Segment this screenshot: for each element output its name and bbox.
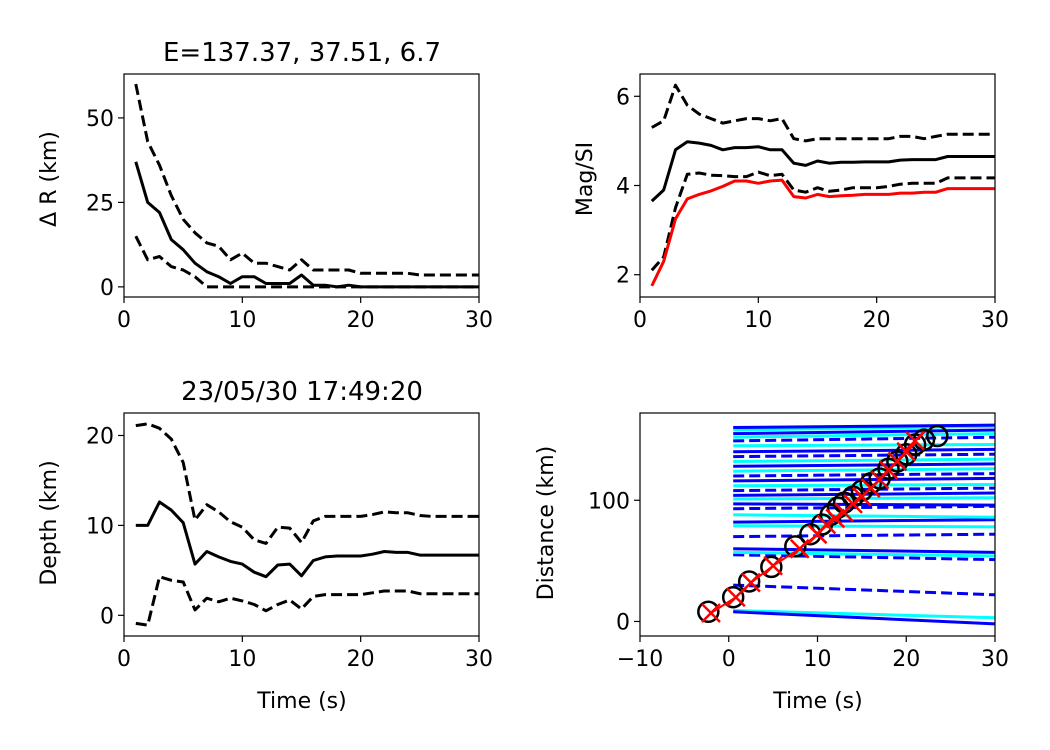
plot-panel: 0 10 20 30 2 4 6 <box>616 73 1009 333</box>
x-tick-label: 10 <box>744 308 772 333</box>
x-tick-label: 20 <box>892 647 920 672</box>
plot-panel: 0 10 20 30 0 10 20 <box>86 412 493 672</box>
series-line <box>733 443 995 448</box>
chart-title: 23/05/30 17:49:20 <box>181 377 423 407</box>
series-line <box>733 462 995 468</box>
data-point <box>926 424 949 448</box>
x-tick-label: 0 <box>633 308 647 333</box>
series-line <box>733 524 995 529</box>
x-tick-label: 0 <box>722 647 736 672</box>
x-tick-label: 20 <box>347 647 375 672</box>
series-line <box>134 235 479 289</box>
plot-panel: −10 0 10 20 30 0 100 <box>588 412 1009 672</box>
series-line <box>135 422 479 545</box>
series-line <box>733 553 995 562</box>
series-line <box>650 178 995 287</box>
series-line <box>733 518 995 524</box>
y-tick-label: 6 <box>616 85 630 110</box>
y-tick-label: 2 <box>616 264 630 289</box>
chart-title: E=137.37, 37.51, 6.7 <box>163 38 441 68</box>
y-axis-label: Depth (km) <box>37 460 62 585</box>
x-tick-label: 20 <box>347 308 375 333</box>
x-axis-label: Time (s) <box>772 689 862 714</box>
series-line <box>733 432 995 439</box>
series-line <box>733 435 995 443</box>
y-tick-label: 4 <box>616 175 630 200</box>
y-axis-label: Mag/SI <box>573 142 598 216</box>
series-line <box>733 609 995 620</box>
x-tick-label: 20 <box>863 308 891 333</box>
axes-frame <box>123 73 480 298</box>
y-axis-label: Distance (km) <box>534 446 559 601</box>
data-point <box>784 535 807 558</box>
plot-panel: 0 10 20 30 0 25 50 <box>86 73 493 333</box>
series-line <box>733 550 995 558</box>
x-tick-label: 30 <box>981 647 1009 672</box>
x-tick-label: 30 <box>981 308 1009 333</box>
series-line <box>651 83 995 143</box>
x-tick-label: 10 <box>804 647 832 672</box>
y-tick-label: 20 <box>86 424 114 449</box>
x-tick-label: 30 <box>465 647 493 672</box>
series-line <box>733 428 995 436</box>
data-point <box>760 555 783 579</box>
series-line <box>733 423 995 429</box>
series-line <box>733 513 995 519</box>
data-point <box>697 600 720 624</box>
series-line <box>733 583 995 597</box>
y-tick-label: 50 <box>86 107 114 132</box>
series-line <box>710 440 916 614</box>
series-line <box>733 457 995 463</box>
x-tick-label: 10 <box>228 647 256 672</box>
series-line <box>733 452 995 459</box>
series-line <box>733 547 995 554</box>
y-axis-label: Δ R (km) <box>37 131 62 227</box>
plot-area <box>135 422 479 627</box>
data-point <box>721 585 745 609</box>
x-tick-label: 10 <box>228 308 256 333</box>
series-line <box>733 532 995 539</box>
series-line <box>135 500 479 579</box>
y-tick-label: 25 <box>86 191 114 216</box>
axes-frame <box>639 73 996 298</box>
series-line <box>733 467 995 473</box>
x-tick-label: 0 <box>117 308 131 333</box>
plot-area <box>697 423 995 626</box>
data-point <box>701 603 721 623</box>
y-tick-label: 100 <box>588 489 630 514</box>
x-tick-label: 0 <box>117 647 131 672</box>
axes-frame <box>123 412 480 637</box>
series-line <box>733 447 995 454</box>
x-tick-label: 30 <box>465 308 493 333</box>
series-line <box>134 83 479 277</box>
x-tick-label: −10 <box>617 647 663 672</box>
series-line <box>135 575 479 627</box>
plot-area <box>650 83 995 287</box>
series-line <box>650 170 995 272</box>
y-tick-label: 0 <box>100 604 114 629</box>
series-line <box>733 504 995 511</box>
data-point <box>737 570 761 593</box>
y-tick-label: 10 <box>86 514 114 539</box>
series-line <box>733 610 995 626</box>
series-line <box>650 140 995 203</box>
series-line <box>733 502 995 507</box>
y-tick-label: 0 <box>100 276 114 301</box>
y-tick-label: 0 <box>616 610 630 635</box>
series-line <box>733 483 995 488</box>
x-axis-label: Time (s) <box>256 689 346 714</box>
plot-area <box>134 83 479 289</box>
